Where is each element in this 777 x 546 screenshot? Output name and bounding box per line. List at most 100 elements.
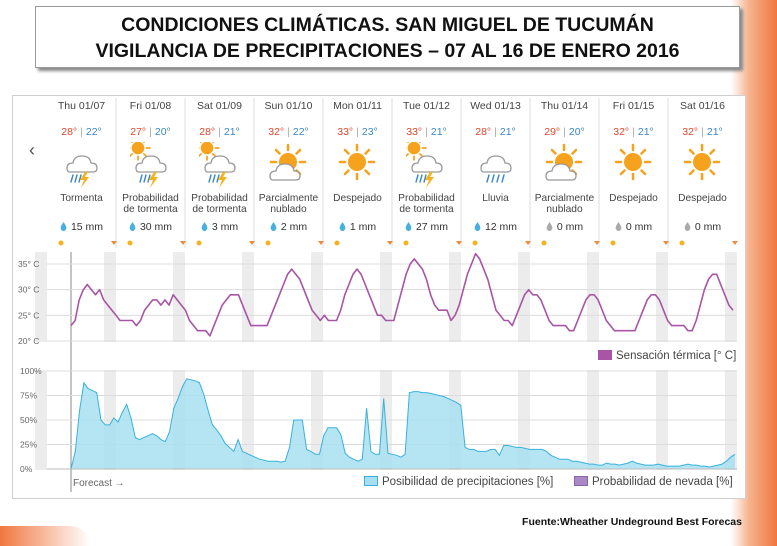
precip-tick-label: 0% [20, 464, 33, 474]
raindrop-icon [270, 222, 277, 231]
rain-icon [480, 155, 512, 183]
day-name: Thu 01/14 [540, 100, 589, 112]
temp-separator: | [425, 126, 428, 138]
day-column[interactable]: Fri 01/15 32° | 21° Despejado 0 mm [599, 96, 668, 246]
day-column[interactable]: Sat 01/16 32° | 21° Despejado 0 mm [668, 96, 737, 246]
day-column[interactable]: Wed 01/13 28° | 21° Lluvia 12 mm [461, 96, 530, 246]
precip-series-line [70, 378, 736, 470]
night-band [35, 370, 47, 470]
condition-line: Despejado [678, 193, 727, 204]
day-column[interactable]: Thu 01/14 29° | 20° Parcialmente nublado 0 mm [530, 96, 599, 246]
temp-separator: | [632, 126, 635, 138]
day-precip: 1 mm [323, 221, 392, 233]
precip-amount: 15 mm [70, 221, 104, 233]
day-temps: 32° | 21° [668, 126, 737, 138]
forecast-marker-label: Forecast → [73, 478, 125, 489]
sunrise-icon [541, 240, 547, 246]
high-temp: 32° [268, 126, 285, 138]
temp-separator: | [218, 126, 221, 138]
high-temp: 28° [475, 126, 492, 138]
precip-series-area [71, 378, 735, 469]
feels-legend[interactable]: Sensación térmica [° C] [598, 350, 736, 362]
condition-line: de tormenta [123, 204, 178, 215]
raindrop-icon [60, 222, 67, 231]
precip-tick-label: 100% [20, 366, 42, 376]
low-temp: 21° [706, 126, 723, 138]
day-condition: Probabilidad de tormenta [392, 193, 461, 215]
chevron-left-icon[interactable]: ‹ [29, 140, 35, 160]
sunrise-icon [472, 240, 478, 246]
day-precip: 2 mm [254, 221, 323, 233]
day-temps: 28° | 22° [47, 126, 116, 138]
day-name: Sat 01/16 [680, 100, 725, 112]
day-temps: 28° | 21° [185, 126, 254, 138]
temp-tick-label: 30° C [18, 285, 39, 295]
day-condition: Lluvia [461, 193, 530, 204]
day-temps: 28° | 21° [461, 126, 530, 138]
raindrop-icon [339, 222, 346, 231]
temp-separator: | [80, 126, 83, 138]
low-temp: 22° [85, 126, 102, 138]
day-column[interactable]: Tue 01/12 33° | 21° Probabilidad de tormenta 2… [392, 96, 461, 246]
condition-line: Tormenta [60, 193, 103, 204]
sunset-icon [594, 241, 600, 245]
title-line-2: VIGILANCIA DE PRECIPITACIONES – 07 AL 16… [95, 40, 680, 62]
day-column[interactable]: Fri 01/08 27° | 20° Probabilidad de tormenta 3… [116, 96, 185, 246]
night-band [725, 252, 737, 342]
low-temp: 21° [430, 126, 447, 138]
precip-amount: 0 mm [625, 221, 653, 233]
precip-tick-label: 50% [20, 415, 37, 425]
precip-tick-label: 75% [20, 391, 37, 401]
high-temp: 32° [613, 126, 630, 138]
day-column[interactable]: Thu 01/07 28° | 22° Tormenta 15 mm [47, 96, 116, 246]
sunset-icon [663, 241, 669, 245]
day-temps: 29° | 20° [530, 126, 599, 138]
day-name: Tue 01/12 [403, 100, 450, 112]
night-band [35, 252, 47, 342]
sunset-icon [249, 241, 255, 245]
day-column[interactable]: Mon 01/11 33° | 23° Despejado 1 mm [323, 96, 392, 246]
temp-separator: | [149, 126, 152, 138]
raindrop-icon [615, 222, 622, 231]
raindrop-icon [474, 222, 481, 231]
sunset-icon [525, 241, 531, 245]
night-band [173, 252, 185, 342]
day-columns: Thu 01/07 28° | 22° Tormenta 15 mm Fri 01/08 27… [47, 96, 737, 246]
precip-legend[interactable]: Posibilidad de precipitaciones [%] [364, 476, 553, 488]
precip-amount: 27 mm [415, 221, 449, 233]
day-temps: 32° | 21° [599, 126, 668, 138]
sunrise-icon [679, 240, 685, 246]
raindrop-icon [201, 222, 208, 231]
snow-legend[interactable]: Probabilidad de nevada [%] [574, 476, 733, 488]
low-temp: 21° [223, 126, 240, 138]
day-temps: 32° | 22° [254, 126, 323, 138]
day-precip: 0 mm [599, 221, 668, 233]
thunderstorm-icon [66, 155, 98, 188]
high-temp: 28° [61, 126, 78, 138]
sun-icon [683, 143, 721, 181]
condition-line: Lluvia [482, 193, 509, 204]
sunset-icon [387, 241, 393, 245]
day-column[interactable]: Sat 01/09 28° | 21° Probabilidad de tormenta 3… [185, 96, 254, 246]
partly-cloudy-icon [269, 143, 307, 181]
high-temp: 32° [682, 126, 699, 138]
day-name: Sat 01/09 [197, 100, 242, 112]
day-temps: 33° | 23° [323, 126, 392, 138]
condition-line: Despejado [609, 193, 658, 204]
sunrise-icon [610, 240, 616, 246]
temp-separator: | [494, 126, 497, 138]
precip-tick-label: 25% [20, 440, 37, 450]
day-precip: 27 mm [392, 221, 461, 233]
day-column[interactable]: Sun 01/10 32° | 22° Parcialmente nublado 2 mm [254, 96, 323, 246]
high-temp: 29° [544, 126, 561, 138]
temp-tick-label: 35° C [18, 259, 39, 269]
condition-line: Parcialmente [534, 193, 595, 204]
low-temp: 23° [361, 126, 378, 138]
day-name: Fri 01/15 [612, 100, 655, 112]
condition-line: de tormenta [192, 204, 247, 215]
sunrise-icon [58, 240, 64, 246]
condition-line: Despejado [333, 193, 382, 204]
sun-thunderstorm-icon [406, 142, 443, 188]
day-condition: Despejado [599, 193, 668, 204]
